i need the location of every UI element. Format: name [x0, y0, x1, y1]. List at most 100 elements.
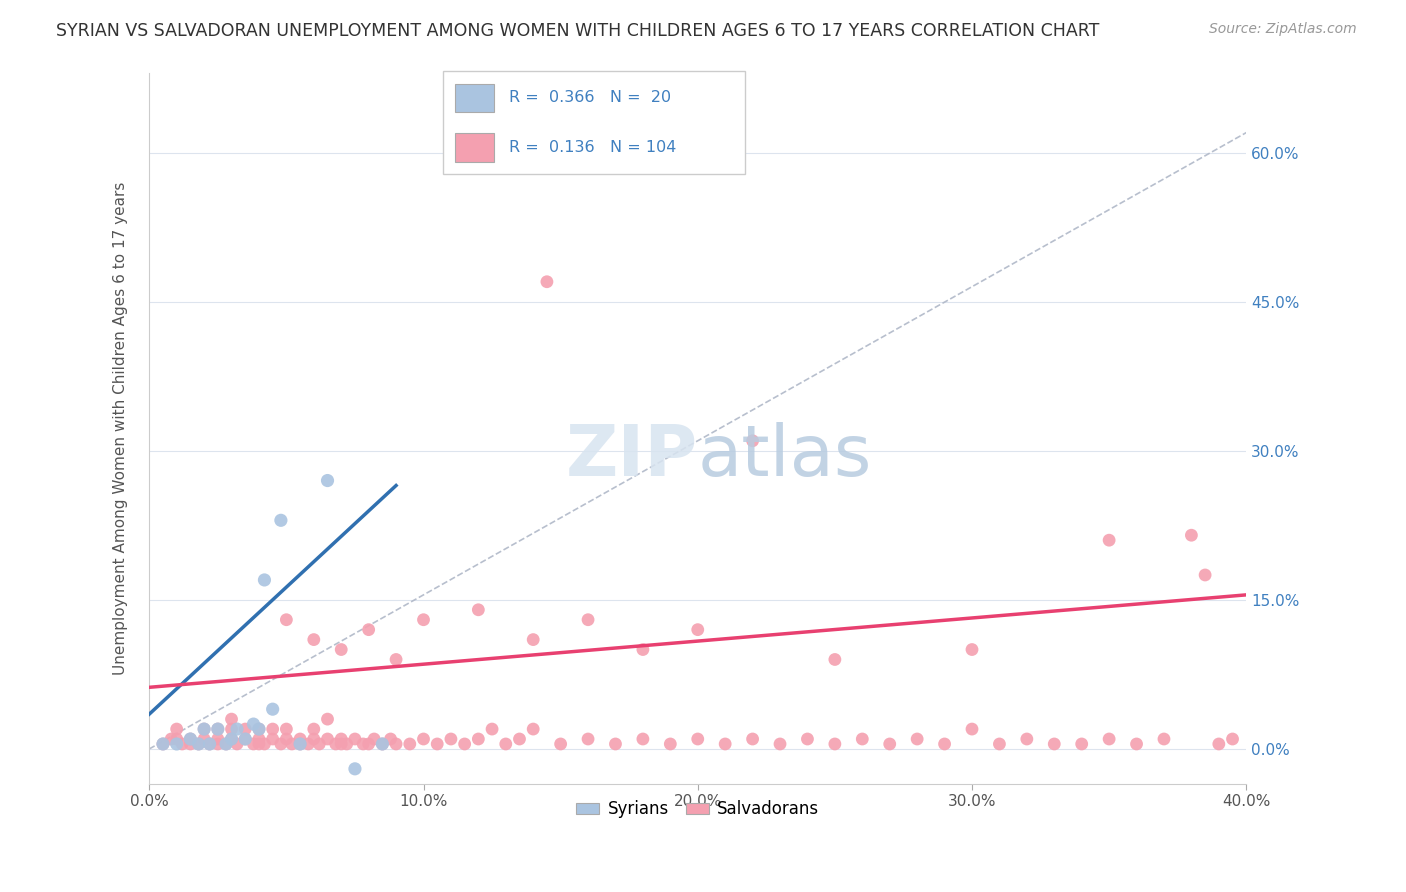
- Point: [302, 731, 325, 746]
- Point: [247, 731, 270, 746]
- Point: [385, 652, 408, 666]
- Point: [453, 737, 475, 751]
- Point: [330, 737, 353, 751]
- Point: [343, 731, 366, 746]
- Point: [1070, 737, 1092, 751]
- Point: [325, 737, 347, 751]
- Point: [905, 731, 928, 746]
- Point: [576, 613, 599, 627]
- Point: [247, 722, 270, 736]
- Point: [233, 731, 256, 746]
- Point: [371, 737, 394, 751]
- Point: [796, 731, 818, 746]
- Point: [1125, 737, 1147, 751]
- Point: [363, 731, 385, 746]
- Point: [1180, 528, 1202, 542]
- Point: [207, 722, 229, 736]
- Point: [288, 731, 311, 746]
- Point: [207, 737, 229, 751]
- Point: [371, 737, 394, 751]
- Point: [605, 737, 627, 751]
- Point: [179, 737, 201, 751]
- Point: [522, 632, 544, 647]
- Point: [336, 737, 359, 751]
- Point: [193, 722, 215, 736]
- Point: [207, 731, 229, 746]
- Text: Source: ZipAtlas.com: Source: ZipAtlas.com: [1209, 22, 1357, 37]
- FancyBboxPatch shape: [456, 84, 495, 112]
- Point: [253, 737, 276, 751]
- Point: [330, 642, 353, 657]
- Point: [714, 737, 737, 751]
- Point: [357, 737, 380, 751]
- Point: [247, 737, 270, 751]
- Point: [1098, 533, 1121, 548]
- Point: [1015, 731, 1038, 746]
- Text: R =  0.136   N = 104: R = 0.136 N = 104: [509, 140, 676, 155]
- Point: [215, 737, 238, 751]
- Point: [769, 737, 792, 751]
- Point: [233, 722, 256, 736]
- Point: [187, 737, 209, 751]
- Point: [741, 434, 763, 448]
- Point: [343, 762, 366, 776]
- Point: [160, 731, 183, 746]
- Point: [166, 737, 188, 751]
- Point: [166, 722, 188, 736]
- Point: [522, 722, 544, 736]
- Point: [215, 737, 238, 751]
- Point: [357, 623, 380, 637]
- Point: [412, 731, 434, 746]
- Point: [297, 737, 319, 751]
- Point: [226, 737, 249, 751]
- Point: [308, 737, 330, 751]
- Point: [1194, 568, 1216, 582]
- Point: [253, 573, 276, 587]
- Y-axis label: Unemployment Among Women with Children Ages 6 to 17 years: Unemployment Among Women with Children A…: [114, 182, 128, 675]
- FancyBboxPatch shape: [443, 71, 745, 174]
- Point: [242, 717, 264, 731]
- Text: SYRIAN VS SALVADORAN UNEMPLOYMENT AMONG WOMEN WITH CHILDREN AGES 6 TO 17 YEARS C: SYRIAN VS SALVADORAN UNEMPLOYMENT AMONG …: [56, 22, 1099, 40]
- Point: [288, 737, 311, 751]
- Point: [631, 731, 654, 746]
- Point: [198, 737, 221, 751]
- Point: [1153, 731, 1175, 746]
- Point: [262, 722, 284, 736]
- Point: [270, 737, 292, 751]
- Text: atlas: atlas: [697, 422, 872, 491]
- Point: [172, 737, 194, 751]
- Point: [221, 731, 243, 746]
- Point: [276, 731, 298, 746]
- Point: [316, 474, 339, 488]
- Point: [536, 275, 558, 289]
- Point: [262, 731, 284, 746]
- Point: [824, 737, 846, 751]
- Point: [316, 731, 339, 746]
- Point: [207, 722, 229, 736]
- Point: [1043, 737, 1066, 751]
- Point: [426, 737, 449, 751]
- Point: [221, 722, 243, 736]
- Point: [152, 737, 174, 751]
- Point: [960, 722, 983, 736]
- Point: [1208, 737, 1230, 751]
- Point: [960, 642, 983, 657]
- Point: [741, 731, 763, 746]
- Point: [221, 731, 243, 746]
- Point: [288, 737, 311, 751]
- Point: [879, 737, 901, 751]
- Point: [851, 731, 873, 746]
- Point: [193, 731, 215, 746]
- Point: [152, 737, 174, 751]
- Point: [1098, 731, 1121, 746]
- Point: [316, 712, 339, 726]
- Point: [302, 632, 325, 647]
- Point: [179, 731, 201, 746]
- Point: [270, 513, 292, 527]
- Point: [166, 731, 188, 746]
- Point: [412, 613, 434, 627]
- Point: [481, 722, 503, 736]
- Point: [233, 731, 256, 746]
- Point: [262, 702, 284, 716]
- Point: [226, 722, 249, 736]
